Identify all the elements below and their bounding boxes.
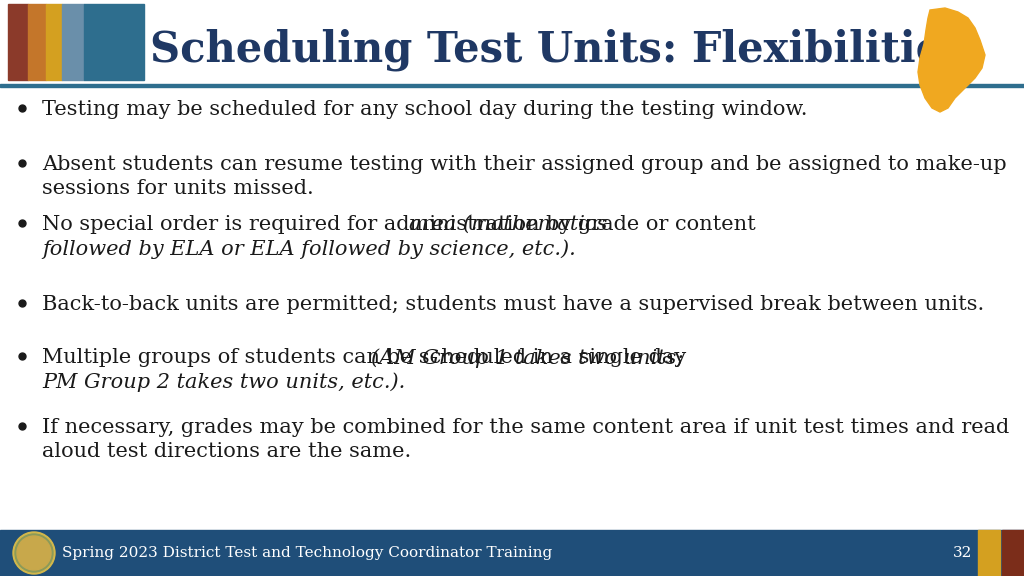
- Text: Testing may be scheduled for any school day during the testing window.: Testing may be scheduled for any school …: [42, 100, 808, 119]
- Bar: [0, 84, 1024, 86]
- Bar: [84, 4, 144, 80]
- Text: PM Group 2 takes two units, etc.).: PM Group 2 takes two units, etc.).: [42, 372, 406, 392]
- Text: 32: 32: [952, 546, 972, 560]
- Text: (AM Group 1 takes two units;: (AM Group 1 takes two units;: [371, 348, 683, 367]
- Polygon shape: [918, 8, 985, 112]
- Text: If necessary, grades may be combined for the same content area if unit test time: If necessary, grades may be combined for…: [42, 418, 1010, 437]
- Bar: [0, 530, 1024, 576]
- Text: Multiple groups of students can be scheduled in a single day: Multiple groups of students can be sched…: [42, 348, 693, 367]
- Text: followed by ELA or ELA followed by science, etc.).: followed by ELA or ELA followed by scien…: [42, 239, 575, 259]
- Text: area (mathematics: area (mathematics: [409, 215, 607, 234]
- Bar: [8, 4, 28, 80]
- Text: Back-to-back units are permitted; students must have a supervised break between : Back-to-back units are permitted; studen…: [42, 295, 984, 314]
- Bar: [28, 4, 46, 80]
- Text: Scheduling Test Units: Flexibilities: Scheduling Test Units: Flexibilities: [150, 29, 966, 71]
- Circle shape: [13, 532, 55, 574]
- Text: aloud test directions are the same.: aloud test directions are the same.: [42, 442, 412, 461]
- Text: No special order is required for administration by grade or content: No special order is required for adminis…: [42, 215, 763, 234]
- Circle shape: [15, 534, 53, 572]
- Bar: [46, 4, 62, 80]
- Bar: [1002, 530, 1024, 576]
- Bar: [62, 4, 84, 80]
- Text: sessions for units missed.: sessions for units missed.: [42, 179, 313, 198]
- Text: Absent students can resume testing with their assigned group and be assigned to : Absent students can resume testing with …: [42, 155, 1007, 174]
- Text: Spring 2023 District Test and Technology Coordinator Training: Spring 2023 District Test and Technology…: [62, 546, 552, 560]
- Circle shape: [17, 536, 51, 570]
- Bar: [978, 530, 1000, 576]
